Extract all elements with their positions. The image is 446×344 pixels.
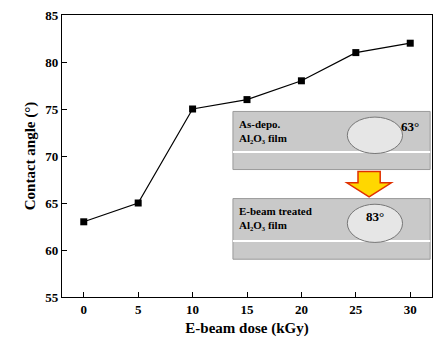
svg-text:30: 30	[404, 302, 417, 317]
svg-text:15: 15	[241, 302, 255, 317]
svg-text:65: 65	[45, 196, 59, 211]
svg-text:55: 55	[45, 290, 59, 305]
svg-text:85: 85	[45, 8, 59, 23]
svg-text:20: 20	[295, 302, 308, 317]
svg-text:83°: 83°	[366, 209, 384, 224]
svg-text:0: 0	[81, 302, 88, 317]
svg-text:E-beam dose (kGy): E-beam dose (kGy)	[185, 320, 308, 337]
svg-text:E-beam treatedAl₂O₃ film: E-beam treatedAl₂O₃ film	[239, 205, 312, 231]
svg-text:80: 80	[45, 55, 58, 70]
svg-text:Contact angle (°): Contact angle (°)	[22, 102, 39, 210]
svg-text:75: 75	[45, 102, 59, 117]
svg-text:25: 25	[349, 302, 363, 317]
svg-text:5: 5	[135, 302, 142, 317]
svg-text:60: 60	[45, 243, 58, 258]
svg-text:10: 10	[186, 302, 199, 317]
svg-text:70: 70	[45, 149, 58, 164]
svg-text:63°: 63°	[401, 119, 419, 134]
svg-text:As-depo.Al₂O₃ film: As-depo.Al₂O₃ film	[239, 118, 287, 144]
